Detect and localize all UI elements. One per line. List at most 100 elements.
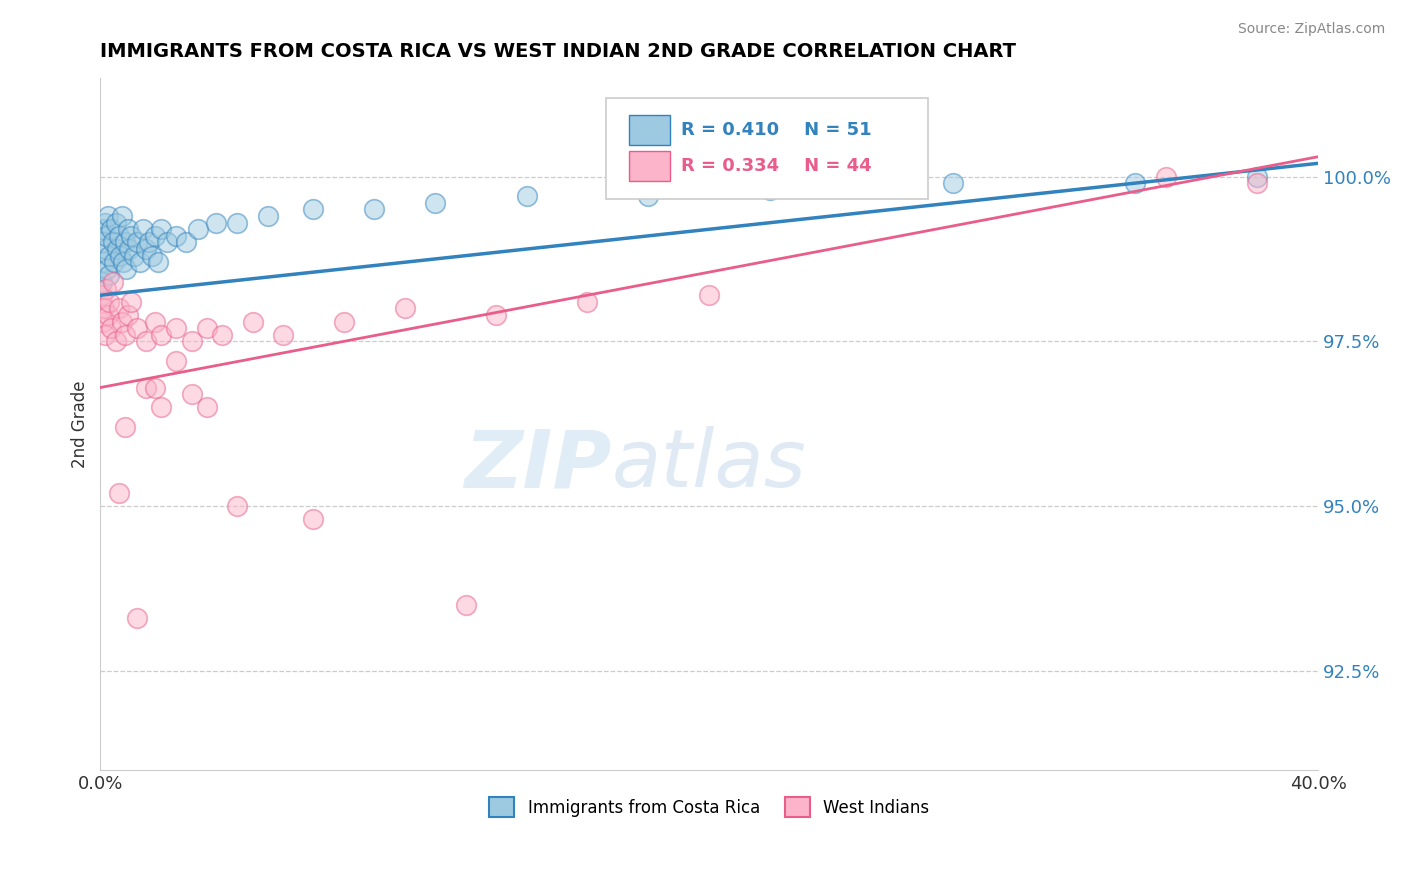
Point: [333, 315, 356, 329]
Y-axis label: 2nd Grade: 2nd Grade: [72, 380, 89, 467]
Point: [143, 315, 166, 329]
Point: [114, 327, 136, 342]
Point: [101, 275, 124, 289]
Point: [125, 611, 148, 625]
Point: [195, 321, 218, 335]
FancyBboxPatch shape: [606, 98, 928, 199]
Point: [96, 282, 118, 296]
Point: [394, 301, 416, 316]
Point: [166, 228, 188, 243]
Point: [94, 216, 117, 230]
Point: [107, 486, 129, 500]
Text: atlas: atlas: [612, 426, 807, 504]
Point: [485, 308, 508, 322]
Point: [174, 235, 197, 250]
Point: [150, 327, 173, 342]
Point: [103, 255, 125, 269]
Point: [112, 255, 135, 269]
Point: [759, 183, 782, 197]
Point: [135, 242, 157, 256]
Point: [226, 500, 249, 514]
Point: [141, 249, 163, 263]
Point: [101, 235, 124, 250]
FancyBboxPatch shape: [628, 115, 671, 145]
Point: [132, 222, 155, 236]
Point: [120, 228, 142, 243]
Point: [97, 209, 120, 223]
Point: [256, 209, 278, 223]
Point: [93, 255, 115, 269]
Point: [135, 380, 157, 394]
Text: ZIP: ZIP: [464, 426, 612, 504]
Point: [100, 321, 122, 335]
Point: [205, 216, 228, 230]
Point: [156, 235, 179, 250]
Point: [180, 387, 202, 401]
Point: [97, 249, 120, 263]
Point: [125, 321, 148, 335]
Point: [111, 315, 134, 329]
Point: [90, 288, 112, 302]
Text: R = 0.334    N = 44: R = 0.334 N = 44: [682, 157, 872, 175]
Point: [122, 249, 145, 263]
Point: [135, 334, 157, 349]
Point: [117, 308, 139, 322]
Legend: Immigrants from Costa Rica, West Indians: Immigrants from Costa Rica, West Indians: [482, 790, 936, 824]
Point: [114, 420, 136, 434]
Point: [363, 202, 385, 217]
Point: [143, 380, 166, 394]
Point: [195, 401, 218, 415]
Point: [91, 235, 114, 250]
Point: [942, 176, 965, 190]
Point: [107, 301, 129, 316]
Point: [94, 242, 117, 256]
Point: [697, 288, 720, 302]
Point: [114, 235, 136, 250]
Point: [166, 321, 188, 335]
Point: [576, 294, 599, 309]
Point: [98, 294, 121, 309]
Point: [1125, 176, 1147, 190]
Point: [242, 315, 264, 329]
Point: [93, 301, 115, 316]
Point: [166, 354, 188, 368]
Point: [302, 202, 325, 217]
Text: IMMIGRANTS FROM COSTA RICA VS WEST INDIAN 2ND GRADE CORRELATION CHART: IMMIGRANTS FROM COSTA RICA VS WEST INDIA…: [100, 42, 1017, 61]
Point: [302, 512, 325, 526]
Point: [117, 222, 139, 236]
Point: [226, 216, 249, 230]
Point: [115, 261, 138, 276]
Point: [108, 249, 131, 263]
Point: [143, 228, 166, 243]
Point: [271, 327, 294, 342]
Point: [138, 235, 160, 250]
Point: [150, 222, 173, 236]
Point: [100, 222, 122, 236]
Point: [454, 598, 477, 612]
Text: R = 0.410    N = 51: R = 0.410 N = 51: [682, 121, 872, 139]
Point: [118, 242, 141, 256]
Point: [425, 195, 447, 210]
Point: [150, 401, 173, 415]
Point: [120, 294, 142, 309]
Point: [637, 189, 659, 203]
Point: [96, 228, 118, 243]
Point: [148, 255, 170, 269]
Point: [107, 228, 129, 243]
Point: [104, 216, 127, 230]
Point: [90, 275, 112, 289]
Point: [211, 327, 233, 342]
FancyBboxPatch shape: [628, 151, 671, 181]
Point: [91, 315, 114, 329]
Point: [1246, 176, 1268, 190]
Point: [125, 235, 148, 250]
Point: [111, 209, 134, 223]
Point: [1246, 169, 1268, 184]
Point: [129, 255, 152, 269]
Point: [97, 308, 120, 322]
Point: [1154, 169, 1177, 184]
Point: [93, 222, 115, 236]
Point: [187, 222, 209, 236]
Text: Source: ZipAtlas.com: Source: ZipAtlas.com: [1237, 22, 1385, 37]
Point: [94, 327, 117, 342]
